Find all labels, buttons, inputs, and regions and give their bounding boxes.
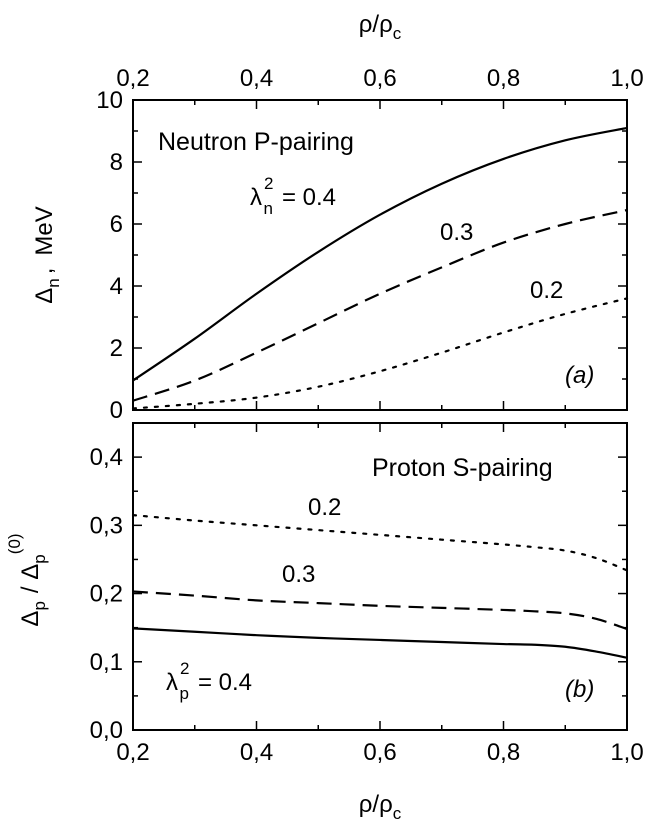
svg-text:Δp/ Δp(0): Δp/ Δp(0) — [5, 533, 49, 626]
panel-b-tag: (b) — [565, 676, 594, 703]
panel-a-ticks: 0,2 0,4 0,6 0,8 1,0 0 2 4 6 8 10 — [96, 65, 643, 424]
panel-a-x-tick-label-top: 0,6 — [363, 65, 396, 92]
panel-a-series-0.4 — [132, 126, 628, 382]
panel-b-legend: λ2 p = 0.4 — [166, 659, 252, 703]
panel-b-series-0.2 — [131, 514, 629, 572]
panel-a-legend: λ2 n = 0.4 — [250, 174, 336, 218]
panel-b-series-0.3 — [132, 590, 628, 631]
panel-b-ticks: 0,2 0,4 0,6 0,8 1,0 0,0 0,1 0,2 0,3 0,4 — [90, 422, 644, 766]
panel-b-series-0.4 — [132, 627, 628, 659]
panel-b-series — [131, 514, 629, 659]
panel-b-x-tick-label: 0,6 — [363, 739, 396, 766]
panel-b-x-tick-label: 0,4 — [240, 739, 273, 766]
top-axis-title: ρ/ρc — [359, 11, 402, 43]
panel-b-x-tick-label: 0,2 — [116, 739, 149, 766]
panel-a-y-tick-label: 10 — [96, 87, 123, 114]
panel-a: 0,2 0,4 0,6 0,8 1,0 0 2 4 6 8 10 Δn,MeV Neutron P-… — [31, 65, 644, 424]
panel-a-x-tick-label-top: 0,4 — [240, 65, 273, 92]
panel-a-y-tick-label: 8 — [110, 149, 123, 176]
panel-a-series — [131, 126, 629, 410]
panel-a-y-tick-label: 4 — [110, 273, 123, 300]
panel-b-y-tick-label: 0,3 — [90, 512, 123, 539]
panel-a-y-tick-label: 0 — [110, 397, 123, 424]
panel-a-series-0.2 — [131, 297, 629, 410]
panel-b-y-tick-label: 0,0 — [90, 717, 123, 744]
panel-b-y-tick-label: 0,2 — [90, 581, 123, 608]
panel-a-series-0.3 — [132, 208, 628, 402]
panel-b-x-tick-label: 0,8 — [487, 739, 520, 766]
panel-a-x-tick-label-top: 0,2 — [116, 65, 149, 92]
panel-a-tag: (a) — [565, 362, 594, 389]
panel-a-label-0.2: 0.2 — [530, 277, 563, 304]
panel-a-y-tick-label: 2 — [110, 335, 123, 362]
panel-b-title: Proton S-pairing — [372, 454, 553, 482]
svg-text:Δn,MeV: Δn,MeV — [31, 206, 63, 304]
panel-b-y-tick-label: 0,4 — [90, 444, 123, 471]
bottom-axis-title: ρ/ρc — [359, 791, 402, 823]
panel-a-y-tick-label: 6 — [110, 211, 123, 238]
panel-a-title: Neutron P-pairing — [158, 128, 354, 156]
panel-a-y-title: Δn,MeV — [31, 206, 63, 304]
panel-a-x-tick-label-top: 1,0 — [610, 65, 643, 92]
panel-b: 0,2 0,4 0,6 0,8 1,0 0,0 0,1 0,2 0,3 0,4 Δp/ Δp(0)… — [5, 422, 644, 766]
panel-a-label-0.3: 0.3 — [440, 219, 473, 246]
panel-b-y-title: Δp/ Δp(0) — [5, 533, 49, 626]
panel-a-x-tick-label-top: 0,8 — [487, 65, 520, 92]
panel-b-label-0.2: 0.2 — [308, 494, 341, 521]
panel-b-label-0.3: 0.3 — [282, 561, 315, 588]
panel-b-y-tick-label: 0,1 — [90, 649, 123, 676]
panel-b-x-tick-label: 1,0 — [610, 739, 643, 766]
